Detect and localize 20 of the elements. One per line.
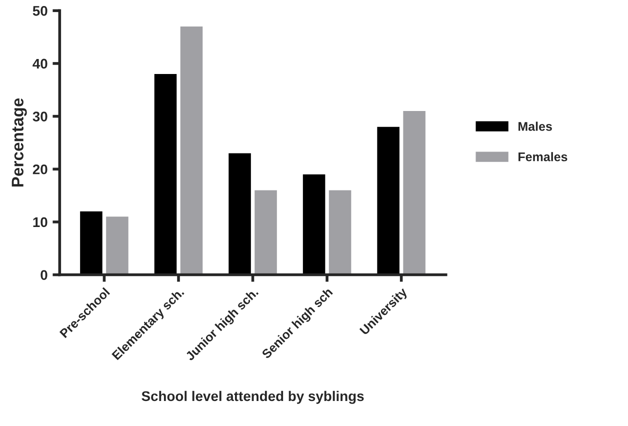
y-tick-label: 40 [32, 58, 48, 69]
y-axis-title: Percentage [12, 98, 27, 187]
y-tick-label: 30 [32, 112, 48, 122]
bar [228, 153, 251, 275]
bar [377, 126, 400, 275]
y-tick-label: 0 [40, 270, 48, 280]
legend-label: Females [518, 152, 568, 162]
bar [154, 74, 177, 275]
bar [328, 190, 352, 275]
legend-label: Males [518, 122, 552, 131]
y-tick-label: 20 [32, 164, 48, 174]
bar [180, 26, 203, 275]
x-axis-title: School level attended by syblings [142, 390, 364, 404]
y-tick-label: 10 [33, 217, 48, 228]
y-tick-label: 50 [32, 6, 48, 16]
bar [80, 211, 102, 275]
bar [302, 174, 326, 275]
bar [403, 111, 426, 275]
bar [106, 216, 128, 275]
bar [254, 190, 277, 275]
